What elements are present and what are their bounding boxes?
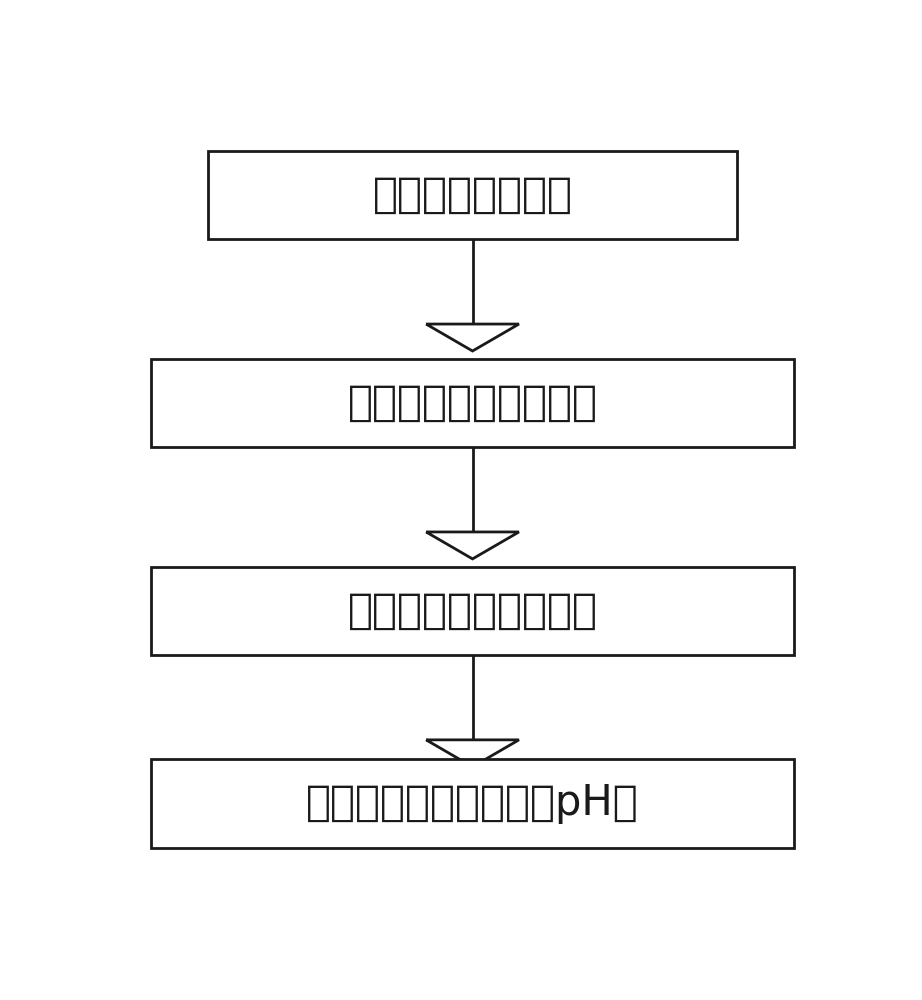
Bar: [151, 567, 794, 655]
Text: 加水稀释次氯酸钠溶液: 加水稀释次氯酸钠溶液: [348, 590, 597, 632]
Text: 加酸调节次氯酸钠溶液pH值: 加酸调节次氯酸钠溶液pH值: [306, 782, 639, 824]
Bar: [151, 759, 794, 848]
Bar: [208, 151, 737, 239]
Text: 密封保存次氯酸钠溶液: 密封保存次氯酸钠溶液: [348, 382, 597, 424]
Bar: [151, 359, 794, 447]
Text: 制取次氯酸钠溶液: 制取次氯酸钠溶液: [372, 174, 573, 216]
